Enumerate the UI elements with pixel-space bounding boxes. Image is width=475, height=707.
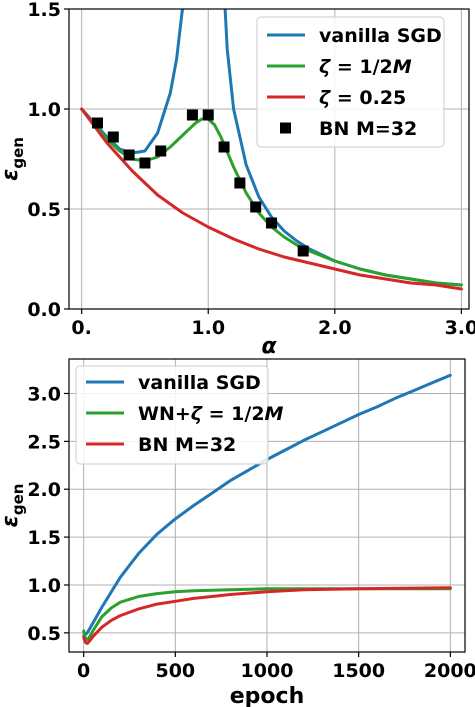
plot-top: 0. 1.0 2.0 3.0 0.0 0.5 1.0 1.5 α εgen vanilla SGD ζ… <box>0 0 475 359</box>
data-point-bn <box>123 149 135 161</box>
y-axis-label: εgen <box>0 484 27 528</box>
legend-label: ζ = 1/2M <box>319 56 412 78</box>
data-point-bn <box>250 201 262 213</box>
legend-item-0-25: ζ = 0.25 <box>267 87 406 109</box>
legend-box <box>75 365 269 465</box>
tick-label-x: 2000 <box>424 660 475 682</box>
legend-label: vanilla SGD <box>138 372 261 394</box>
legend-item-1-2m: ζ = 1/2M <box>267 56 412 78</box>
series-line-0-25 <box>80 107 463 291</box>
legend-box <box>256 16 445 148</box>
tick-label-x: 1500 <box>332 660 385 682</box>
tick-label-y: 0.5 <box>27 623 61 645</box>
tick-label-x: 1.0 <box>191 317 225 339</box>
plot-bottom: 0 500 1000 1500 2000 0.5 1.0 1.5 2.0 2.5 3.0 epoch ε… <box>0 358 475 707</box>
data-point-bn <box>234 177 246 189</box>
tick-label-y: 1.5 <box>27 527 61 549</box>
series-line-vanilla-sgd <box>82 373 452 638</box>
legend-item-vanilla-sgd: vanilla SGD <box>267 25 442 47</box>
tick-label-y: 0.5 <box>27 199 61 221</box>
tick-label-y: 0.0 <box>27 299 61 321</box>
tick-label-y: 3.0 <box>27 383 61 405</box>
data-point-bn <box>202 109 214 121</box>
tick-label-x: 1000 <box>241 660 294 682</box>
legend-item-vanilla-sgd: vanilla SGD <box>86 372 261 394</box>
tick-label-x: 0 <box>77 660 90 682</box>
legend-swatch <box>280 122 291 134</box>
plot-frame <box>68 8 470 310</box>
legend-label: WN+ζ = 1/2M <box>138 403 284 425</box>
tick-label-y: 2.5 <box>27 431 61 453</box>
series-line-wn-1-2m <box>82 587 452 642</box>
tick-label-y: 1.0 <box>27 575 61 597</box>
series-line-bn-m-32 <box>82 586 452 645</box>
x-axis-label: epoch <box>230 684 305 707</box>
tick-label-x: 3.0 <box>445 317 475 339</box>
legend: vanilla SGD ζ = 1/2M ζ = 0.25 BN M=32 <box>256 16 445 148</box>
tick-label-y: 2.0 <box>27 479 61 501</box>
tick-label-x: 2.0 <box>318 317 352 339</box>
x-axis-label: α <box>261 334 277 359</box>
legend-item-wn-1-2m: WN+ζ = 1/2M <box>86 403 284 425</box>
y-axis-label: εgen <box>0 137 27 181</box>
data-point-bn <box>139 157 151 169</box>
data-point-bn <box>186 109 198 121</box>
legend-item-bn-m-32: BN M=32 <box>280 118 417 140</box>
tick-label-x: 500 <box>155 660 195 682</box>
series-group <box>80 9 463 291</box>
tick-label-x: 0. <box>71 317 91 339</box>
legend-item-bn-m-32: BN M=32 <box>86 434 236 456</box>
tick-label-y: 1.0 <box>27 99 61 121</box>
legend: vanilla SGD WN+ζ = 1/2M BN M=32 <box>75 365 284 465</box>
data-point-bn <box>155 145 167 157</box>
data-point-bn <box>297 245 309 257</box>
data-point-bn <box>107 131 119 143</box>
data-point-bn <box>266 217 278 229</box>
series-group <box>82 373 452 645</box>
data-point-bn <box>91 117 103 129</box>
series-line-1-2m <box>80 107 463 287</box>
legend-label: vanilla SGD <box>319 25 442 47</box>
tick-label-y: 1.5 <box>27 0 61 21</box>
data-point-bn <box>218 141 230 153</box>
legend-label: BN M=32 <box>319 118 417 140</box>
legend-label: ζ = 0.25 <box>319 87 406 109</box>
legend-label: BN M=32 <box>138 434 236 456</box>
